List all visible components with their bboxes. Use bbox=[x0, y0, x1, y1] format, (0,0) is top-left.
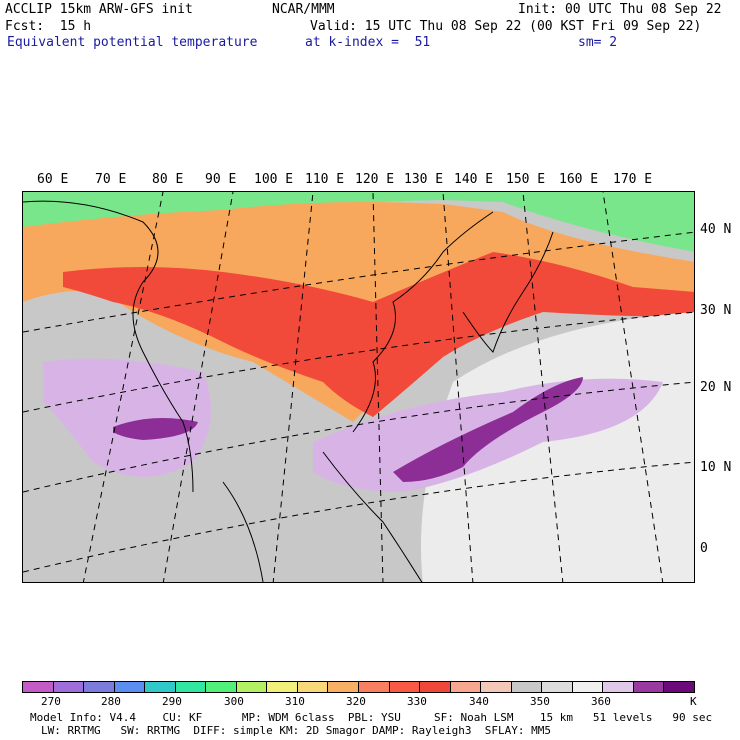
colorbar-swatch bbox=[328, 682, 360, 692]
org-label: NCAR/MMM bbox=[272, 2, 335, 17]
lat-label: 30 N bbox=[700, 303, 732, 318]
colorbar-label: 330 bbox=[407, 695, 427, 708]
forecast-hour: Fcst: 15 h bbox=[5, 19, 92, 34]
lon-label: 170 E bbox=[613, 172, 653, 187]
map-canvas bbox=[23, 192, 694, 582]
colorbar-swatch bbox=[206, 682, 237, 692]
init-time: Init: 00 UTC Thu 08 Sep 22 bbox=[518, 2, 722, 17]
colorbar-swatch bbox=[511, 682, 543, 692]
lat-label: 0 bbox=[700, 541, 708, 556]
colorbar-swatch bbox=[297, 682, 329, 692]
colorbar-swatch bbox=[420, 682, 451, 692]
purple-core-pacific bbox=[393, 377, 583, 482]
lon-label: 160 E bbox=[559, 172, 599, 187]
level-index: at k-index = 51 bbox=[305, 35, 431, 50]
colorbar-swatch bbox=[53, 682, 85, 692]
colorbar-swatch bbox=[572, 682, 604, 692]
colorbar-swatch bbox=[267, 682, 298, 692]
model-title: ACCLIP 15km ARW-GFS init bbox=[5, 2, 193, 17]
lat-label: 40 N bbox=[700, 222, 732, 237]
colorbar-label: 270 bbox=[41, 695, 61, 708]
lon-label: 110 E bbox=[305, 172, 345, 187]
theta-e-map bbox=[22, 191, 695, 583]
colorbar-label: 340 bbox=[469, 695, 489, 708]
colorbar-label: 350 bbox=[530, 695, 550, 708]
colorbar-swatch bbox=[175, 682, 207, 692]
colorbar-swatch bbox=[603, 682, 634, 692]
colorbar-swatch bbox=[450, 682, 482, 692]
lat-label: 10 N bbox=[700, 460, 732, 475]
lat-label: 20 N bbox=[700, 380, 732, 395]
lon-label: 70 E bbox=[95, 172, 127, 187]
field-name: Equivalent potential temperature bbox=[7, 35, 258, 50]
green-band bbox=[23, 192, 694, 252]
lon-label: 150 E bbox=[506, 172, 546, 187]
colorbar-swatch bbox=[389, 682, 421, 692]
colorbar-swatch bbox=[664, 682, 695, 692]
colorbar-swatch bbox=[145, 682, 176, 692]
colorbar-swatch bbox=[236, 682, 268, 692]
colorbar-swatch bbox=[84, 682, 115, 692]
red-core bbox=[63, 252, 694, 417]
coastlines bbox=[23, 200, 554, 582]
colorbar-label: 310 bbox=[285, 695, 305, 708]
colorbar-label: 280 bbox=[101, 695, 121, 708]
model-info-line2: LW: RRTMG SW: RRTMG DIFF: simple KM: 2D … bbox=[41, 724, 551, 737]
lon-label: 90 E bbox=[205, 172, 237, 187]
lon-label: 100 E bbox=[254, 172, 294, 187]
lon-label: 130 E bbox=[404, 172, 444, 187]
colorbar bbox=[22, 681, 695, 693]
lon-label: 80 E bbox=[152, 172, 184, 187]
colorbar-swatch bbox=[23, 682, 54, 692]
colorbar-swatch bbox=[542, 682, 573, 692]
colorbar-swatch bbox=[359, 682, 390, 692]
valid-time: Valid: 15 UTC Thu 08 Sep 22 (00 KST Fri … bbox=[310, 19, 702, 34]
colorbar-swatch bbox=[633, 682, 665, 692]
colorbar-label: 290 bbox=[162, 695, 182, 708]
lon-label: 60 E bbox=[37, 172, 69, 187]
colorbar-label: 320 bbox=[346, 695, 366, 708]
colorbar-label: 360 bbox=[591, 695, 611, 708]
model-info-line1: Model Info: V4.4 CU: KF MP: WDM 6class P… bbox=[30, 711, 713, 724]
colorbar-unit: K bbox=[690, 695, 697, 708]
smoothing-label: sm= 2 bbox=[578, 35, 618, 50]
colorbar-label: 300 bbox=[224, 695, 244, 708]
graticule bbox=[23, 192, 694, 582]
colorbar-swatch bbox=[481, 682, 512, 692]
lon-label: 120 E bbox=[355, 172, 395, 187]
lon-label: 140 E bbox=[454, 172, 494, 187]
colorbar-swatch bbox=[114, 682, 146, 692]
lavender-region-india bbox=[43, 358, 211, 477]
purple-core-india bbox=[113, 418, 198, 440]
